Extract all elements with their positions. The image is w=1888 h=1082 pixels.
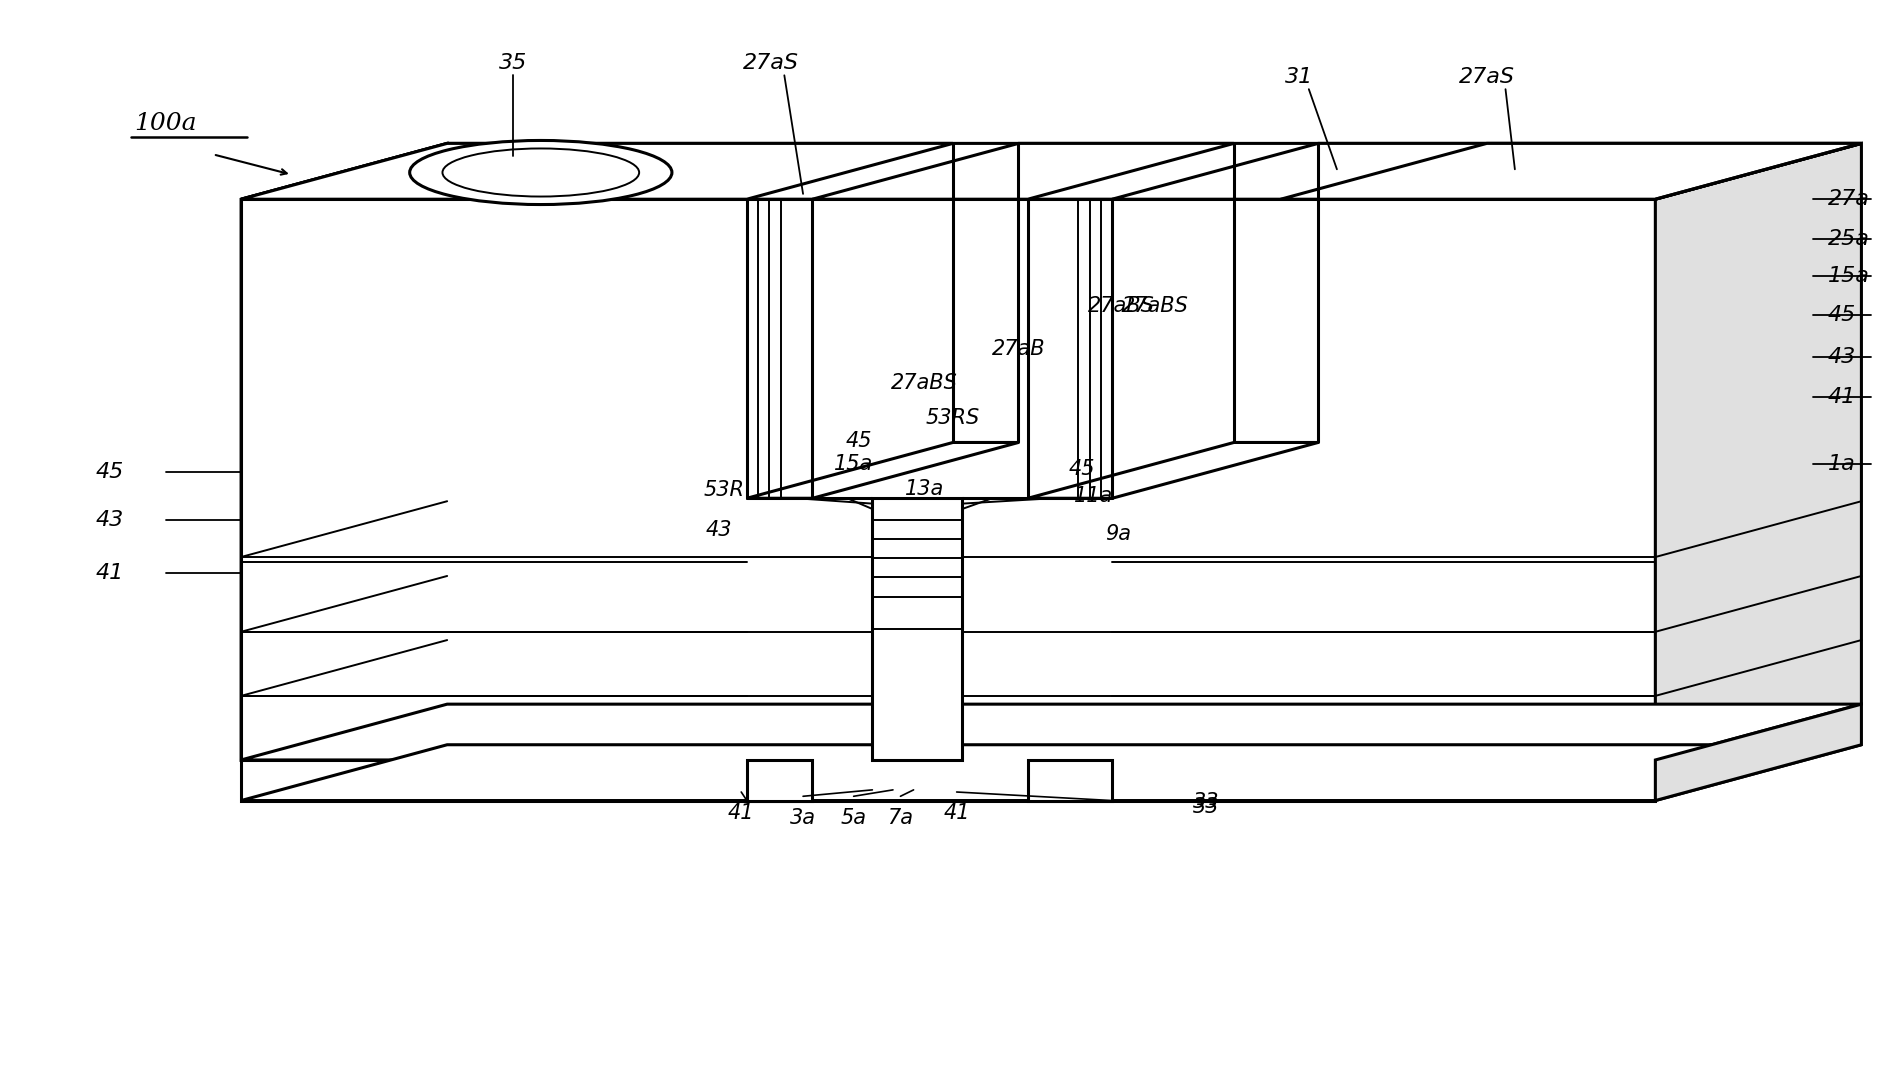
Text: 27aS: 27aS bbox=[744, 53, 799, 74]
Text: 3a: 3a bbox=[789, 808, 816, 828]
Text: 45: 45 bbox=[846, 431, 872, 450]
Polygon shape bbox=[242, 144, 1862, 199]
Text: 41: 41 bbox=[1828, 386, 1856, 407]
Text: 53R: 53R bbox=[704, 479, 746, 500]
Polygon shape bbox=[1280, 144, 1862, 199]
Text: 45: 45 bbox=[1828, 304, 1856, 325]
Text: 43: 43 bbox=[1828, 347, 1856, 367]
Polygon shape bbox=[748, 443, 1018, 499]
Text: 15a: 15a bbox=[1828, 266, 1869, 286]
Polygon shape bbox=[242, 144, 447, 760]
Polygon shape bbox=[1656, 144, 1862, 199]
Text: 27aBS: 27aBS bbox=[1121, 296, 1188, 316]
Polygon shape bbox=[1027, 760, 1112, 801]
Text: 1a: 1a bbox=[1828, 454, 1856, 474]
Text: 31: 31 bbox=[1286, 67, 1314, 87]
Polygon shape bbox=[1112, 144, 1862, 199]
Text: 33: 33 bbox=[1193, 792, 1220, 812]
Text: 11a: 11a bbox=[1074, 486, 1114, 506]
Text: 43: 43 bbox=[96, 510, 125, 529]
Text: 41: 41 bbox=[729, 803, 755, 822]
Text: 33: 33 bbox=[1193, 797, 1220, 817]
Text: 5a: 5a bbox=[840, 808, 867, 828]
Polygon shape bbox=[812, 144, 1235, 199]
Ellipse shape bbox=[442, 148, 640, 197]
Text: 41: 41 bbox=[96, 563, 125, 583]
Text: 27aBS: 27aBS bbox=[891, 373, 959, 393]
Text: 13a: 13a bbox=[904, 478, 944, 499]
Text: 35: 35 bbox=[498, 53, 527, 74]
Text: 25a: 25a bbox=[1828, 228, 1869, 249]
Text: 45: 45 bbox=[1069, 460, 1095, 479]
Polygon shape bbox=[242, 704, 1862, 760]
Text: 27a: 27a bbox=[1828, 189, 1869, 209]
Polygon shape bbox=[242, 744, 1862, 801]
Polygon shape bbox=[1656, 144, 1862, 760]
Polygon shape bbox=[1027, 443, 1318, 499]
Text: 27aBS: 27aBS bbox=[1087, 296, 1155, 316]
Polygon shape bbox=[1656, 704, 1862, 801]
Text: 53RS: 53RS bbox=[925, 408, 980, 428]
Polygon shape bbox=[242, 144, 953, 199]
Polygon shape bbox=[748, 760, 812, 801]
Text: 100a: 100a bbox=[134, 113, 196, 135]
Text: 15a: 15a bbox=[834, 454, 874, 474]
Text: 27aS: 27aS bbox=[1459, 67, 1514, 87]
Text: 41: 41 bbox=[944, 803, 970, 822]
Text: 9a: 9a bbox=[1104, 524, 1131, 543]
Polygon shape bbox=[242, 760, 1656, 801]
Text: 45: 45 bbox=[96, 462, 125, 481]
Ellipse shape bbox=[410, 141, 672, 204]
Text: 7a: 7a bbox=[887, 808, 914, 828]
Polygon shape bbox=[872, 499, 963, 760]
Text: 27aB: 27aB bbox=[991, 339, 1046, 359]
Text: 43: 43 bbox=[706, 520, 733, 540]
Polygon shape bbox=[242, 199, 1656, 760]
